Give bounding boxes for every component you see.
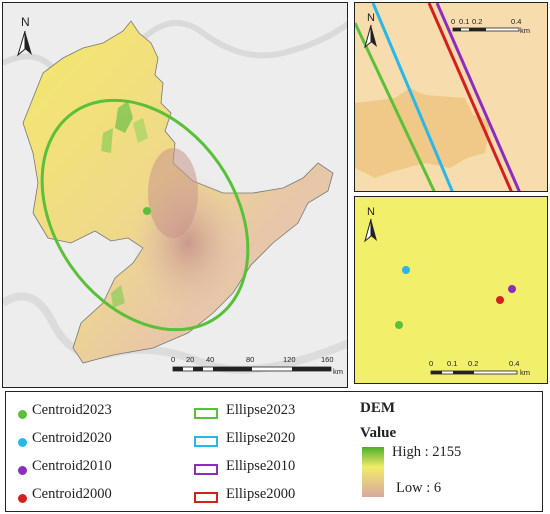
centroid-2023	[143, 207, 151, 215]
svg-text:160: 160	[321, 355, 334, 364]
main-map-svg: N 0 20 40 80 120 160 km	[3, 3, 347, 387]
ellipse-2020-line	[371, 3, 454, 191]
inset-bottom-svg: N 0 0.1 0.2 0.4 km	[355, 197, 547, 383]
ellipse-2023	[40, 98, 250, 332]
centroid-2020-swatch	[18, 438, 27, 447]
legend-ellipse-2010: Ellipse2010	[226, 458, 296, 474]
ellipse-2023-swatch	[194, 408, 218, 419]
ellipse-2000-swatch	[194, 492, 218, 503]
svg-text:0.4: 0.4	[509, 359, 519, 368]
legend-ellipse-2023: Ellipse2023	[226, 402, 296, 418]
legend-centroid-2020: Centroid2020	[32, 430, 112, 446]
inset-top-svg: N 0 0.1 0.2 0.4 km	[355, 3, 547, 191]
inset-bottom-panel: N 0 0.1 0.2 0.4 km	[354, 196, 548, 384]
ellipse-2010-swatch	[194, 464, 218, 475]
legend-ellipse-2020: Ellipse2020	[226, 430, 296, 446]
svg-text:km: km	[520, 368, 530, 377]
high-elevation-patch	[133, 118, 148, 143]
centroid-2020	[402, 266, 410, 274]
ellipse-2023-line	[355, 22, 436, 191]
dem-title: DEM	[360, 400, 395, 416]
terrain-patch	[355, 88, 490, 178]
svg-text:40: 40	[206, 355, 214, 364]
svg-text:20: 20	[186, 355, 194, 364]
svg-text:0.2: 0.2	[468, 359, 478, 368]
north-arrow-icon: N	[17, 15, 32, 57]
dem-value-label: Value	[360, 425, 397, 441]
dem-color-ramp	[362, 447, 384, 497]
svg-text:0.1: 0.1	[447, 359, 457, 368]
centroid-2023	[395, 321, 403, 329]
centroid-2010	[508, 285, 516, 293]
svg-text:N: N	[21, 15, 30, 29]
north-arrow-icon: N	[364, 206, 377, 243]
ellipse-2010-line	[435, 3, 521, 191]
north-arrow-icon: N	[364, 12, 377, 49]
legend-ellipse-2000: Ellipse2000	[226, 486, 296, 502]
mountain-relief	[148, 148, 198, 238]
svg-text:N: N	[367, 12, 375, 24]
high-elevation-patch	[115, 101, 133, 133]
centroid-2010-swatch	[18, 466, 27, 475]
ellipse-2020-swatch	[194, 436, 218, 447]
svg-text:N: N	[367, 206, 375, 218]
svg-text:0.2: 0.2	[472, 17, 482, 26]
svg-text:0.1: 0.1	[459, 17, 469, 26]
svg-text:0.4: 0.4	[511, 17, 521, 26]
ellipse-2000-line	[427, 3, 513, 191]
legend-centroid-2010: Centroid2010	[32, 458, 112, 474]
legend-centroid-2023: Centroid2023	[32, 402, 112, 418]
scale-bar: 0 0.1 0.2 0.4 km	[429, 359, 530, 377]
high-elevation-patch	[111, 285, 125, 308]
svg-text:120: 120	[283, 355, 296, 364]
dem-low-label: Low : 6	[396, 480, 442, 496]
scale-bar: 0 0.1 0.2 0.4 km	[451, 17, 530, 35]
centroid-2000	[496, 296, 504, 304]
centroid-2023-swatch	[18, 410, 27, 419]
svg-text:0: 0	[429, 359, 433, 368]
high-elevation-patch	[101, 128, 113, 153]
legend: Centroid2023 Centroid2020 Centroid2010 C…	[5, 391, 543, 512]
inset-bottom-background	[355, 197, 547, 383]
main-map-panel: N 0 20 40 80 120 160 km	[2, 2, 348, 388]
dem-high-label: High : 2155	[392, 444, 462, 460]
svg-text:0: 0	[451, 17, 455, 26]
svg-text:km: km	[520, 26, 530, 35]
centroid-2000-swatch	[18, 494, 27, 503]
svg-text:0: 0	[171, 355, 175, 364]
svg-text:80: 80	[246, 355, 254, 364]
svg-text:km: km	[333, 367, 343, 376]
scale-bar: 0 20 40 80 120 160 km	[171, 355, 343, 376]
inset-top-panel: N 0 0.1 0.2 0.4 km	[354, 2, 548, 192]
legend-centroid-2000: Centroid2000	[32, 486, 112, 502]
